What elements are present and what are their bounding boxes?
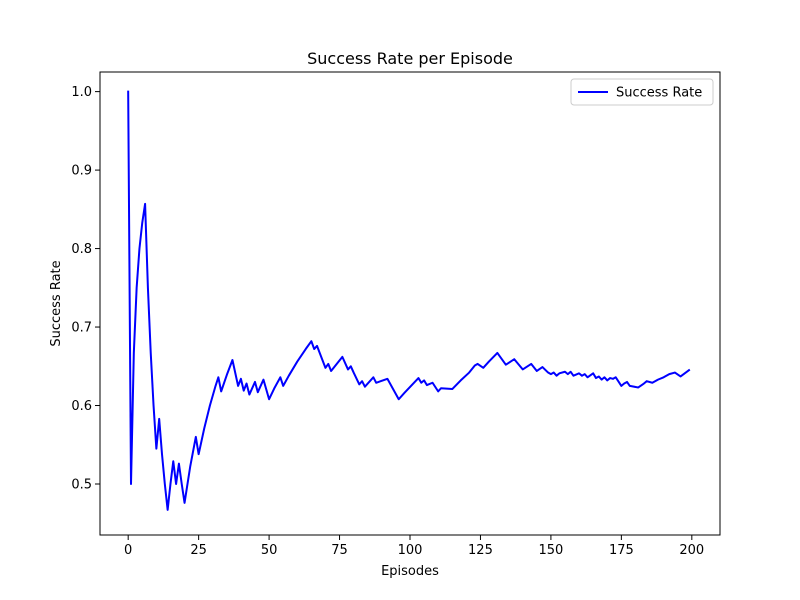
y-tick-label: 0.9 — [71, 164, 92, 179]
x-tick-label: 50 — [261, 543, 278, 558]
y-tick-label: 0.8 — [71, 242, 92, 257]
x-tick-label: 100 — [398, 543, 423, 558]
y-tick-label: 1.0 — [71, 85, 92, 100]
y-axis-title: Success Rate — [49, 260, 64, 346]
chart-title: Success Rate per Episode — [307, 49, 513, 68]
plot-background — [100, 72, 720, 535]
y-axis: 0.5 0.6 0.7 0.8 0.9 1.0 — [71, 85, 100, 492]
x-tick-label: 25 — [190, 543, 207, 558]
x-tick-label: 200 — [679, 543, 704, 558]
legend: Success Rate — [570, 78, 714, 106]
plot-area — [99, 71, 721, 536]
x-tick-label: 125 — [468, 543, 493, 558]
y-tick-label: 0.5 — [71, 477, 92, 492]
x-axis-title: Episodes — [381, 564, 439, 579]
series-layer — [127, 90, 691, 511]
x-tick-label: 175 — [609, 543, 634, 558]
x-tick-label: 150 — [538, 543, 563, 558]
series-line-success-rate — [127, 90, 691, 511]
legend-box — [570, 78, 714, 106]
x-tick-label: 75 — [331, 543, 348, 558]
y-tick-label: 0.7 — [71, 321, 92, 336]
x-tick-label: 0 — [124, 543, 132, 558]
y-tick-label: 0.6 — [71, 399, 92, 414]
x-axis: 0 25 50 75 100 125 150 175 200 — [124, 535, 704, 558]
legend-label-success-rate: Success Rate — [616, 86, 702, 101]
